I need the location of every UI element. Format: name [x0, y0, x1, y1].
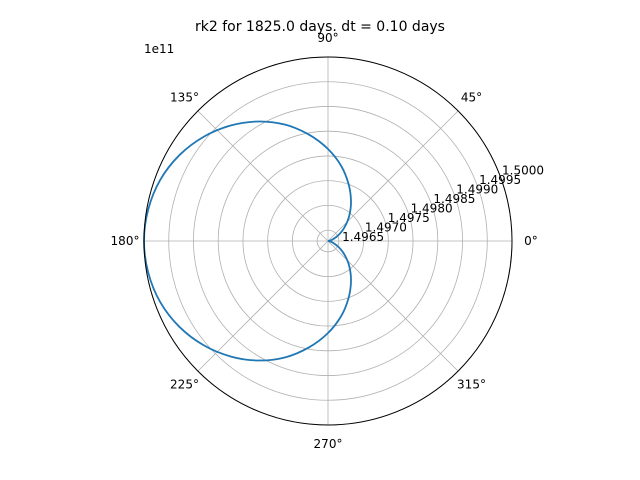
radial-tick-label-0: 1.4965	[342, 230, 384, 244]
angular-gridline-7	[327, 240, 459, 372]
radial-tick-label-2: 1.4975	[388, 211, 430, 225]
radial-tick-label-6: 1.4995	[479, 173, 521, 187]
angle-tick-labels: 0° 45° 90° 135° 180° 225° 270° 315°	[111, 31, 538, 451]
angle-tick-label-90: 90°	[317, 31, 338, 45]
radial-tick-label-5: 1.4990	[456, 183, 498, 197]
radial-tick-label-1: 1.4970	[365, 220, 407, 234]
angle-tick-label-225: 225°	[170, 378, 199, 392]
chart-title: rk2 for 1825.0 days. dt = 0.10 days	[195, 19, 445, 35]
radial-offset-label: 1e11	[144, 42, 174, 56]
radial-tick-labels: 1.49651.49701.49751.49801.49851.49901.49…	[342, 164, 544, 244]
angle-tick-label-0: 0°	[524, 234, 538, 248]
angular-gridline-1	[327, 110, 459, 242]
angle-tick-label-45: 45°	[461, 91, 482, 105]
radial-tick-label-7: 1.5000	[502, 164, 544, 178]
angular-gridline-5	[197, 240, 329, 372]
radial-tick-label-3: 1.4980	[411, 201, 453, 215]
angle-tick-label-180: 180°	[111, 234, 140, 248]
angular-gridlines	[144, 57, 512, 425]
angle-tick-label-315: 315°	[457, 378, 486, 392]
angle-tick-label-135: 135°	[170, 91, 199, 105]
polar-frame	[143, 56, 513, 426]
angle-tick-label-270: 270°	[314, 437, 343, 451]
radial-tick-label-4: 1.4985	[433, 192, 475, 206]
angular-gridline-3	[197, 110, 329, 242]
